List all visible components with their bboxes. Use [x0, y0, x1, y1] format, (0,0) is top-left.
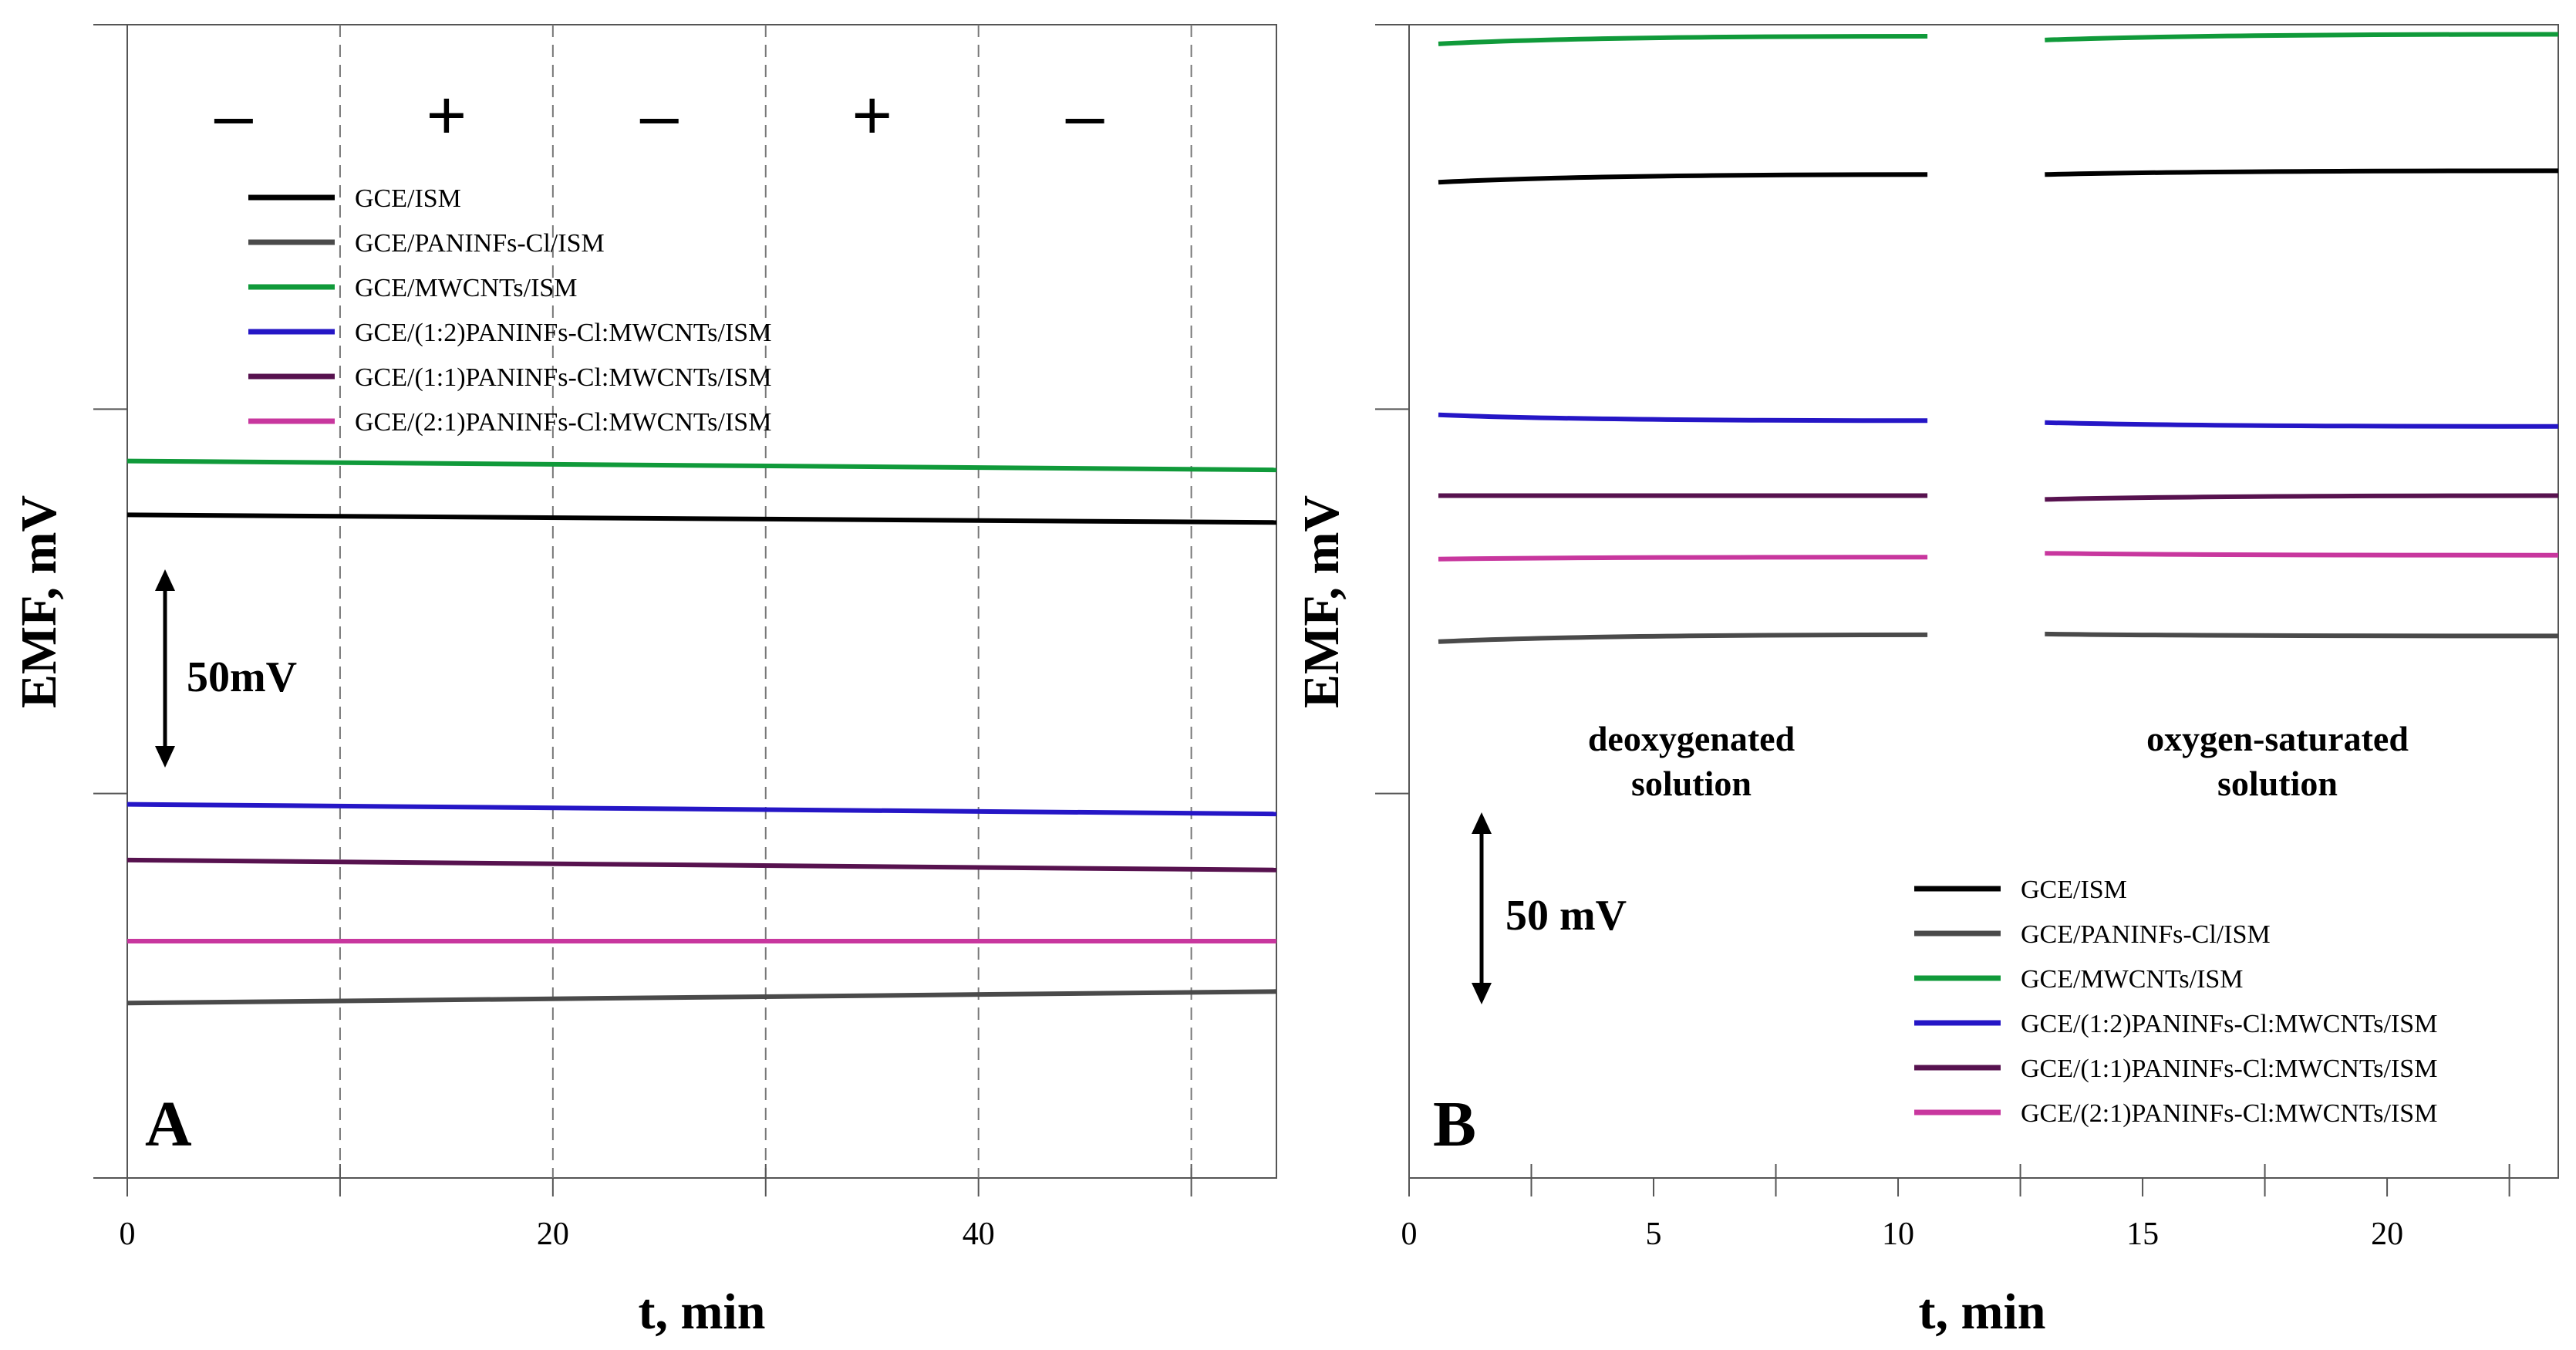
legend-label-gce-1-2-paninfs-cl-mwcnts-ism: GCE/(1:2)PANINFs-Cl:MWCNTs/ISM [355, 319, 771, 347]
legend-label-gce-mwcnts-ism: GCE/MWCNTs/ISM [2021, 965, 2244, 994]
panel-b-series [1438, 32, 2559, 644]
series-line-gce-ism [2045, 168, 2559, 177]
x-tick-label: 0 [120, 1217, 136, 1252]
panel-b-y-axis-label: EMF, mV [1293, 495, 1350, 708]
series-line-gce-2-1-paninfs-cl-mwcnts-ism [1438, 555, 1928, 562]
x-tick-label: 15 [2126, 1217, 2159, 1252]
polarization-sign: – [1066, 77, 1105, 154]
panel-a-frame [126, 24, 1277, 1179]
x-tick-label: 0 [1401, 1217, 1418, 1252]
polarization-sign: + [427, 77, 467, 154]
panel-b-annotation-deoxygenated: deoxygenated [1588, 719, 1795, 758]
panel-a-x-axis-label: t, min [639, 1284, 766, 1340]
x-tick-label: 20 [537, 1217, 569, 1252]
series-line-gce-1-2-paninfs-cl-mwcnts-ism [1438, 412, 1928, 424]
panel-a-scale-bar: 50mV [155, 569, 297, 768]
panel-b-x-axis-label: t, min [1919, 1284, 2046, 1340]
panel-a-y-axis-label: EMF, mV [11, 495, 67, 708]
panel-a: 0 20 40 – + – + – GCE/ISMGCE/PANINFs-Cl/ISMGCE… [11, 24, 1277, 1340]
series-line-gce-paninfs-cl-ism [126, 989, 1277, 1006]
series-line-gce-ism [126, 512, 1277, 525]
panel-b-annotation-oxygen-saturated: oxygen-saturated [2146, 719, 2409, 758]
series-line-gce-1-2-paninfs-cl-mwcnts-ism [126, 802, 1277, 817]
panel-b-annotation-deoxygenated-solution: solution [1631, 764, 1752, 803]
panel-a-legend: GCE/ISM GCE/PANINFs-Cl/ISM GCE/MWCNTs/ISM G… [248, 184, 771, 437]
series-line-gce-mwcnts-ism [2045, 32, 2559, 42]
legend-label-gce-1-1-paninfs-cl-mwcnts-ism: GCE/(1:1)PANINFs-Cl:MWCNTs/ISM [2021, 1055, 2437, 1083]
x-tick-label: 10 [1882, 1217, 1914, 1252]
series-line-gce-paninfs-cl-ism [1438, 632, 1928, 644]
panel-a-series [126, 458, 1277, 1006]
legend-label-gce-ism: GCE/ISM [2021, 876, 2127, 904]
x-tick-label: 40 [963, 1217, 995, 1252]
panel-a-scale-label: 50mV [187, 653, 297, 701]
polarization-sign: + [851, 77, 892, 154]
series-line-gce-2-1-paninfs-cl-mwcnts-ism [2045, 551, 2559, 558]
series-line-gce-paninfs-cl-ism [2045, 631, 2559, 639]
x-tick-label: 20 [2371, 1217, 2403, 1252]
panel-a-letter: A [145, 1088, 192, 1160]
panel-b-letter: B [1433, 1088, 1476, 1160]
legend-label-gce-ism: GCE/ISM [355, 184, 461, 213]
series-line-gce-1-2-paninfs-cl-mwcnts-ism [2045, 420, 2559, 429]
panel-b-frame [1408, 24, 2559, 1179]
polarization-sign: – [640, 77, 679, 154]
panel-a-polarization-signs: – + – + – [214, 77, 1105, 154]
x-tick-label: 5 [1646, 1217, 1662, 1252]
series-line-gce-mwcnts-ism [1438, 34, 1928, 46]
legend-label-gce-paninfs-cl-ism: GCE/PANINFs-Cl/ISM [355, 229, 605, 258]
legend-label-gce-2-1-paninfs-cl-mwcnts-ism: GCE/(2:1)PANINFs-Cl:MWCNTs/ISM [2021, 1099, 2437, 1128]
panel-b-scale-bar: 50 mV [1472, 812, 1627, 1004]
panel-b-axes: 0 5 10 15 20 [1375, 24, 2510, 1252]
series-line-gce-1-1-paninfs-cl-mwcnts-ism [126, 857, 1277, 872]
series-line-gce-1-1-paninfs-cl-mwcnts-ism [2045, 493, 2559, 502]
legend-label-gce-1-2-paninfs-cl-mwcnts-ism: GCE/(1:2)PANINFs-Cl:MWCNTs/ISM [2021, 1010, 2437, 1038]
panel-b-scale-label: 50 mV [1505, 892, 1627, 940]
panel-b: 0 5 10 15 20 GCE/ISM GCE/PANINFs-Cl/ISM GCE/MW… [1293, 24, 2559, 1340]
polarization-sign: – [214, 77, 254, 154]
legend-label-gce-2-1-paninfs-cl-mwcnts-ism: GCE/(2:1)PANINFs-Cl:MWCNTs/ISM [355, 408, 771, 437]
panel-b-legend: GCE/ISM GCE/PANINFs-Cl/ISM GCE/MWCNTs/ISM G… [1914, 876, 2437, 1128]
series-line-gce-mwcnts-ism [126, 458, 1277, 473]
panel-a-axes: 0 20 40 [93, 24, 1192, 1252]
series-line-gce-ism [1438, 172, 1928, 185]
panel-b-annotation-oxygen-saturated-solution: solution [2217, 764, 2338, 803]
legend-label-gce-paninfs-cl-ism: GCE/PANINFs-Cl/ISM [2021, 920, 2271, 949]
legend-label-gce-mwcnts-ism: GCE/MWCNTs/ISM [355, 274, 578, 302]
legend-label-gce-1-1-paninfs-cl-mwcnts-ism: GCE/(1:1)PANINFs-Cl:MWCNTs/ISM [355, 363, 771, 392]
panel-a-gridlines [339, 25, 1192, 1178]
